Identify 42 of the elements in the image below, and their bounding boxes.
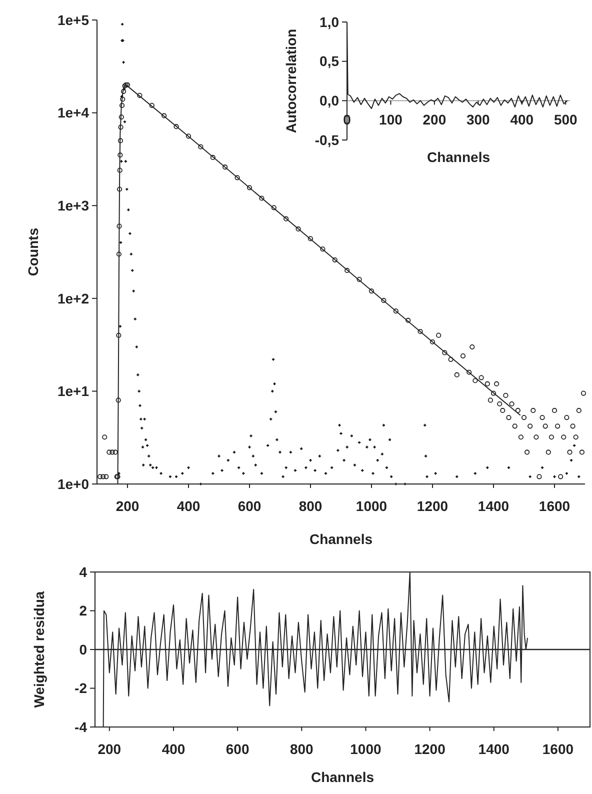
x-tick-label: 1000 [356,498,388,514]
x-tick-label: 800 [290,741,314,757]
x-tick-label: 400 [176,498,200,514]
y-tick-label: 1e+2 [57,290,90,306]
y-axis-title: Autocorrelation [283,28,299,134]
y-tick-label: 1e+0 [57,476,90,492]
x-tick-label: 1200 [416,498,448,514]
y-tick-label: 1e+4 [57,104,90,121]
x-axis-title: Channels [309,531,373,547]
y-tick-label: 0,5 [320,53,340,70]
y-tick-label: -2 [74,680,88,696]
y-axis-title: Counts [25,228,41,276]
y-tick-label: -0,5 [314,132,340,148]
y-tick-label: 2 [79,602,88,619]
x-tick-label: 800 [298,498,322,514]
y-tick-label: 1,0 [320,14,340,30]
y-tick-label: 4 [79,564,88,580]
x-tick-label: 200 [98,741,122,757]
x-tick-label: 200 [116,498,140,514]
x-tick-label: 400 [510,112,534,128]
x-tick-label: 1400 [478,498,510,514]
x-axis-title: Channels [426,149,490,165]
x-tick-label: 300 [466,112,490,128]
y-tick-label: -4 [74,718,88,735]
y-tick-label: 0,0 [320,92,340,109]
y-axis-title: Weighted residua [31,591,47,708]
x-tick-label: 100 [379,112,403,128]
y-tick-label: 1e+5 [57,12,90,28]
x-tick-label: 1400 [478,741,510,757]
y-tick-label: 0 [79,641,88,658]
x-tick-label: 600 [226,741,250,757]
x-tick-label: 600 [238,498,262,514]
x-tick-label: 1600 [538,498,570,514]
x-tick-label: 1200 [414,741,446,757]
x-tick-label: 500 [554,112,578,128]
y-tick-label: 1e+1 [57,383,90,400]
x-tick-label: 1000 [350,741,382,757]
x-axis-title: Channels [310,769,374,785]
x-tick-label: 200 [422,112,446,128]
x-tick-label: 1600 [542,741,574,757]
y-tick-label: 1e+3 [57,198,90,214]
x-tick-label: 400 [162,741,186,757]
